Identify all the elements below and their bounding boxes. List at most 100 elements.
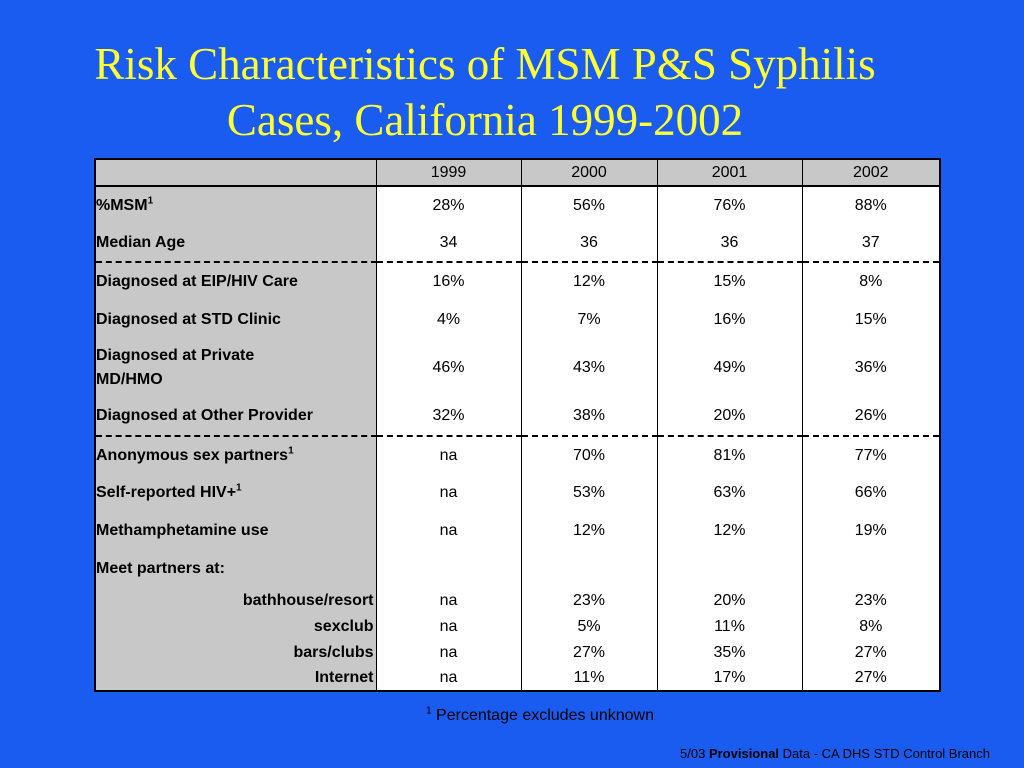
footnote: 1 Percentage excludes unknown (0, 705, 1024, 725)
table-cell: 32% (376, 397, 521, 436)
footnote-marker: 1 (426, 705, 432, 717)
table-cell: 43% (520, 339, 657, 397)
table-cell: 34 (376, 224, 521, 262)
source-branch: Data - CA DHS STD Control Branch (779, 746, 990, 761)
column-header-1999: 1999 (375, 159, 521, 187)
row-label: Internet (95, 666, 377, 691)
table-cell: 12% (520, 261, 657, 301)
table-row-eip-hiv-care: Diagnosed at EIP/HIV Care 16% 12% 15% 8% (95, 261, 940, 301)
table-cell: 56% (520, 186, 657, 224)
table-cell: 23% (520, 588, 657, 614)
table-cell: 76% (656, 186, 802, 224)
table-cell: 11% (520, 666, 657, 691)
table-cell: 17% (656, 666, 802, 691)
table-cell: 16% (656, 301, 802, 339)
table-cell: 37 (801, 224, 940, 262)
table-row-anonymous-partners: Anonymous sex partners1 na 70% 81% 77% (95, 435, 940, 474)
table-cell: na (376, 614, 521, 640)
table-cell: 12% (520, 512, 657, 550)
table-row-bars-clubs: bars/clubs na 27% 35% 27% (95, 640, 940, 666)
table-cell: 19% (801, 512, 940, 550)
table-cell: 27% (520, 640, 657, 666)
table-cell: 36 (656, 224, 802, 262)
table-cell (520, 550, 657, 588)
row-label: Diagnosed at Other Provider (95, 397, 377, 436)
row-label: sexclub (95, 614, 377, 640)
table-cell: na (376, 588, 521, 614)
table-cell: 15% (801, 301, 940, 339)
table-cell: 63% (656, 474, 802, 512)
table-row-internet: Internet na 11% 17% 27% (95, 666, 940, 691)
table-row-median-age: Median Age 34 36 36 37 (95, 224, 940, 262)
table-cell: 88% (801, 186, 940, 224)
table-cell: 11% (656, 614, 802, 640)
row-label: Diagnosed at EIP/HIV Care (95, 261, 377, 301)
table-row-methamphetamine: Methamphetamine use na 12% 12% 19% (95, 512, 940, 550)
table-cell: 38% (520, 397, 657, 436)
table-cell (376, 550, 521, 588)
table-row-msm: %MSM1 28% 56% 76% 88% (95, 186, 940, 224)
table-cell: na (376, 474, 521, 512)
table-cell: 8% (801, 261, 940, 301)
column-header-2001: 2001 (656, 159, 802, 187)
table-row-private-md-hmo: Diagnosed at Private MD/HMO 46% 43% 49% 3… (95, 339, 940, 397)
header-row: 1999 2000 2001 2002 (95, 159, 940, 187)
table-cell: 26% (801, 397, 940, 436)
table-cell: 27% (801, 666, 940, 691)
row-label: Median Age (95, 224, 377, 262)
row-label: Methamphetamine use (95, 512, 377, 550)
row-label: Diagnosed at STD Clinic (95, 301, 377, 339)
table-cell: 12% (656, 512, 802, 550)
source-note: 5/03 Provisional Data - CA DHS STD Contr… (680, 746, 990, 761)
table-cell: na (376, 512, 521, 550)
header-corner-cell (95, 159, 376, 187)
row-label: bars/clubs (95, 640, 377, 666)
row-label: bathhouse/resort (95, 588, 377, 614)
table-cell: 15% (656, 261, 802, 301)
table-cell: 23% (801, 588, 940, 614)
table-cell: 35% (656, 640, 802, 666)
source-date: 5/03 (680, 746, 709, 761)
table-cell (801, 550, 940, 588)
table-cell: 7% (520, 301, 657, 339)
table-row-other-provider: Diagnosed at Other Provider 32% 38% 20% … (95, 397, 940, 436)
row-label: Meet partners at: (95, 550, 377, 588)
table-cell: 81% (656, 435, 802, 474)
table-cell: 4% (376, 301, 521, 339)
table-cell: 36 (520, 224, 657, 262)
row-label: Diagnosed at Private MD/HMO (95, 339, 377, 397)
column-header-2000: 2000 (520, 159, 657, 187)
table-row-meet-partners-heading: Meet partners at: (95, 550, 940, 588)
row-label: Self-reported HIV+1 (95, 474, 377, 512)
table-cell: 20% (656, 588, 802, 614)
table-cell: 77% (801, 435, 940, 474)
title-line-1: Risk Characteristics of MSM P&S Syphilis (94, 39, 876, 89)
table-cell (656, 550, 802, 588)
table-cell: 66% (801, 474, 940, 512)
table-cell: 53% (520, 474, 657, 512)
source-provisional: Provisional (708, 746, 780, 761)
table-row-self-reported-hiv: Self-reported HIV+1 na 53% 63% 66% (95, 474, 940, 512)
table-cell: 70% (520, 435, 657, 474)
table-cell: 20% (656, 397, 802, 436)
row-label: %MSM1 (95, 186, 377, 224)
table-cell: 8% (801, 614, 940, 640)
slide-title: Risk Characteristics of MSM P&S Syphilis… (0, 36, 970, 148)
title-line-2: Cases, California 1999-2002 (226, 95, 744, 145)
table-cell: 16% (376, 261, 521, 301)
table-cell: 27% (801, 640, 940, 666)
table-cell: 49% (656, 339, 802, 397)
table-row-bathhouse: bathhouse/resort na 23% 20% 23% (95, 588, 940, 614)
table-cell: na (376, 666, 521, 691)
table-cell: 28% (376, 186, 521, 224)
row-label: Anonymous sex partners1 (95, 435, 377, 474)
table-row-std-clinic: Diagnosed at STD Clinic 4% 7% 16% 15% (95, 301, 940, 339)
table-cell: na (376, 435, 521, 474)
footnote-text: Percentage excludes unknown (431, 707, 654, 724)
table-cell: 46% (376, 339, 521, 397)
table-cell: na (376, 640, 521, 666)
table-cell: 5% (520, 614, 657, 640)
table-cell: 36% (801, 339, 940, 397)
risk-characteristics-table: 1999 2000 2001 2002 %MSM1 28% 56% 76% 88… (94, 158, 941, 692)
column-header-2002: 2002 (801, 159, 940, 187)
